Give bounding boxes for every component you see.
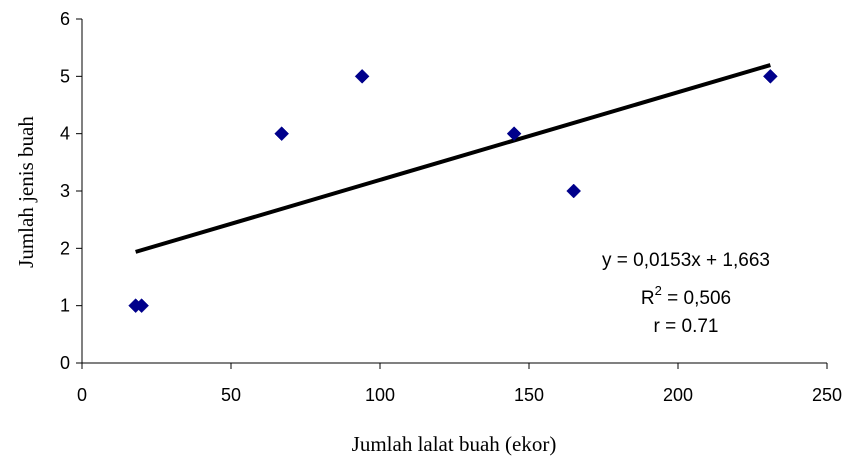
y-axis-title: Jumlah jenis buah (14, 116, 38, 268)
x-tick-label: 50 (221, 385, 241, 405)
data-point (506, 126, 522, 142)
trendline (135, 63, 771, 254)
equation-annotation: y = 0,0153x + 1,663 R2 = 0,506 r = 0.71 (602, 250, 770, 337)
y-tick-label: 0 (60, 353, 70, 373)
x-tick-label: 200 (663, 385, 693, 405)
data-point (134, 298, 149, 314)
y-tick-label: 3 (60, 181, 70, 201)
tick-labels: 0 1 2 3 4 5 6 0 50 100 150 200 250 (60, 9, 842, 405)
y-tick-label: 6 (60, 9, 70, 29)
axes (76, 18, 828, 369)
regression-equation: y = 0,0153x + 1,663 (602, 250, 770, 271)
trendline-group (135, 63, 771, 254)
y-tick-label: 2 (60, 238, 70, 258)
data-point (763, 68, 778, 84)
x-tick-label: 150 (514, 385, 544, 405)
data-point (354, 68, 370, 84)
x-axis-title: Jumlah lalat buah (ekor) (352, 432, 557, 456)
y-tick-label: 4 (60, 124, 70, 144)
data-point (274, 126, 290, 142)
x-tick-label: 0 (77, 385, 87, 405)
r-squared: R2 = 0,506 (641, 283, 731, 309)
correlation-coefficient: r = 0.71 (654, 316, 719, 337)
y-tick-label: 1 (60, 296, 70, 316)
data-point (566, 183, 582, 199)
x-tick-label: 100 (365, 385, 395, 405)
x-tick-label: 250 (812, 385, 842, 405)
data-points (128, 68, 778, 314)
y-tick-label: 5 (60, 66, 70, 86)
